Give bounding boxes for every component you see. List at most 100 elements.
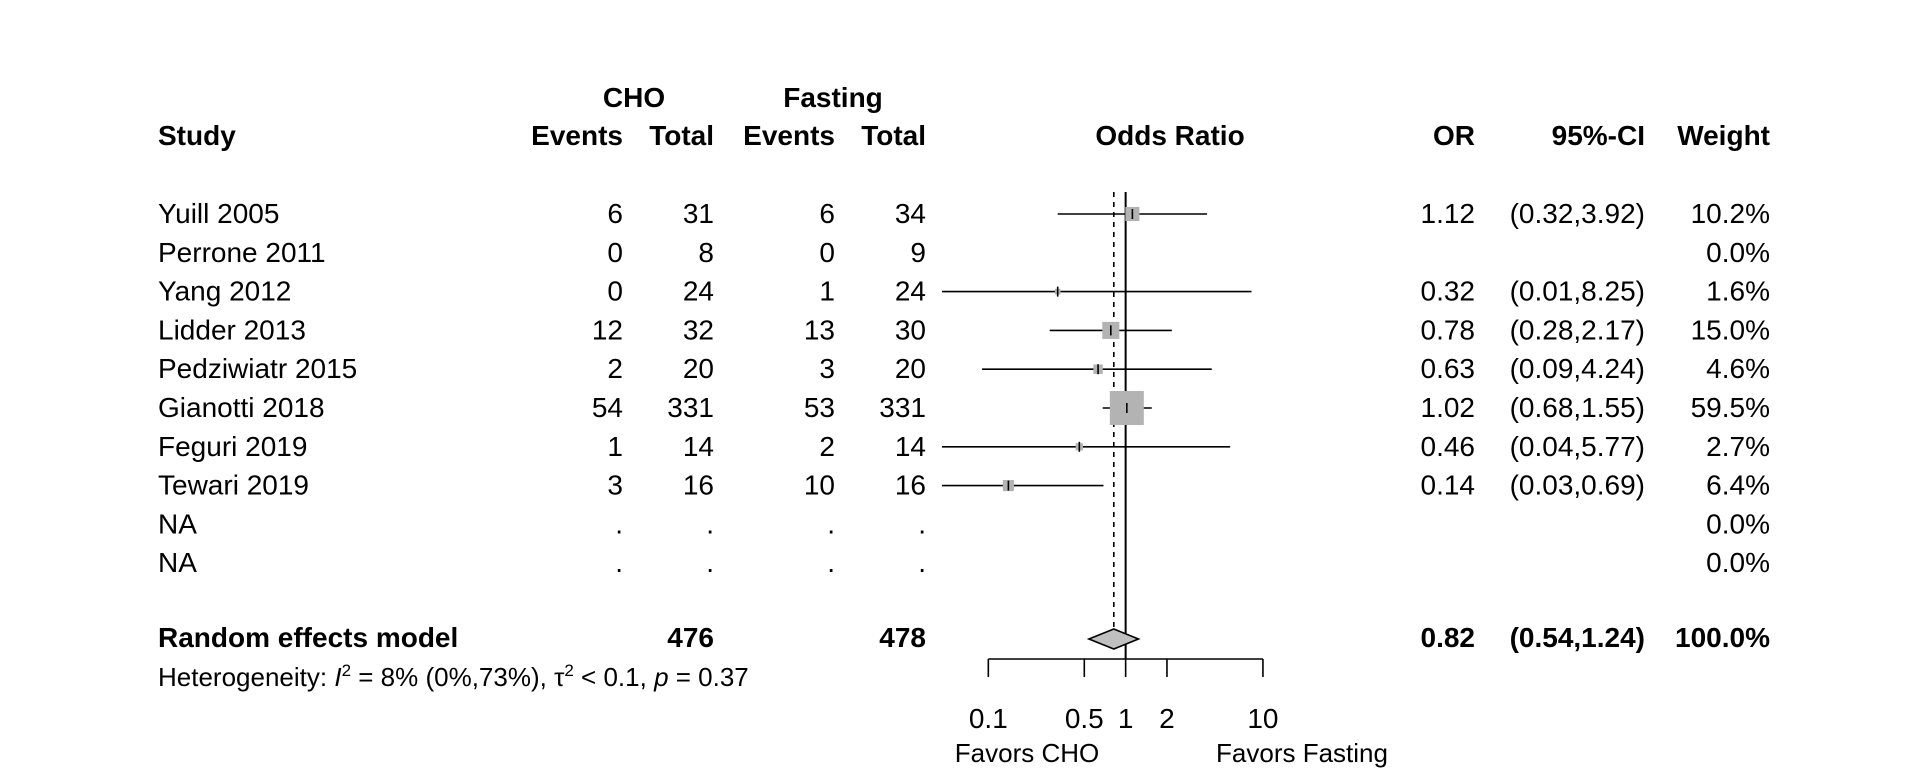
header-group1: CHO [603,82,665,113]
study-study-cell: Gianotti 2018 [158,392,325,423]
study-ci-cell: (0.28,2.17) [1510,314,1645,345]
pooled-diamond [1086,628,1141,650]
study-study-cell: Yuill 2005 [158,198,279,229]
study-study-cell: Feguri 2019 [158,431,307,462]
header-study: Study [158,120,236,151]
study-weight-cell: 59.5% [1691,392,1770,423]
study-e2-cell: 10 [804,470,835,501]
study-study-cell: NA [158,508,197,539]
study-e2-cell: . [827,508,835,539]
study-or-cell: 1.12 [1421,198,1476,229]
header-total-2: Total [861,120,926,151]
study-n2-cell: 331 [879,392,926,423]
study-n1-cell: 20 [683,353,714,384]
study-weight-cell: 10.2% [1691,198,1770,229]
study-n1-cell: 31 [683,198,714,229]
study-weight-cell: 4.6% [1706,353,1770,384]
study-n1-cell: 14 [683,431,714,462]
header-weight: Weight [1677,120,1770,151]
study-n2-cell: 14 [895,431,926,462]
header-events-2: Events [743,120,835,151]
study-ci-cell: (0.68,1.55) [1510,392,1645,423]
study-e2-cell: 0 [819,237,835,268]
heterogeneity-prefix: Heterogeneity: [158,662,334,692]
study-or-cell: 0.78 [1421,314,1476,345]
study-ci-cell: (0.09,4.24) [1510,353,1645,384]
tau-superscript: 2 [564,661,573,680]
x-tick-label: 10 [1247,703,1278,734]
study-or-cell: 0.14 [1421,470,1476,501]
study-e2-cell: 6 [819,198,835,229]
x-tick-label: 0.1 [969,703,1008,734]
x-tick-label: 2 [1159,703,1175,734]
study-rows: Yuill 2005 6 31 6 34 1.12 (0.32,3.92) 10.2%Perr… [158,198,1770,578]
study-weight-cell: 0.0% [1706,547,1770,578]
study-ci-cell: (0.01,8.25) [1510,276,1645,307]
study-e1-cell: 2 [607,353,623,384]
study-n2-cell: 9 [910,237,926,268]
tau-value: < 0.1, [574,662,654,692]
study-n2-cell: 16 [895,470,926,501]
pooled-total-1: 476 [667,622,714,653]
header-events-1: Events [531,120,623,151]
header-ci: 95%-CI [1552,120,1645,151]
pooled-total-2: 478 [879,622,926,653]
study-e1-cell: 3 [607,470,623,501]
study-n2-cell: 34 [895,198,926,229]
study-e2-cell: 53 [804,392,835,423]
study-or-cell: 0.32 [1421,276,1476,307]
header-odds-ratio: Odds Ratio [1095,120,1244,151]
study-n1-cell: 32 [683,314,714,345]
study-n2-cell: 20 [895,353,926,384]
study-study-cell: NA [158,547,197,578]
study-n2-cell: . [918,547,926,578]
x-tick-label: 1 [1118,703,1134,734]
study-weight-cell: 15.0% [1691,314,1770,345]
favors-right-label: Favors Fasting [1216,738,1388,768]
p-value: = 0.37 [669,662,749,692]
study-e2-cell: . [827,547,835,578]
study-study-cell: Tewari 2019 [158,470,309,501]
study-ci-cell: (0.03,0.69) [1510,470,1645,501]
study-study-cell: Lidder 2013 [158,314,306,345]
pooled-label: Random effects model [158,622,458,653]
study-n1-cell: . [706,508,714,539]
header-group2: Fasting [783,82,883,113]
study-e2-cell: 1 [819,276,835,307]
pooled-ci: (0.54,1.24) [1510,622,1645,653]
i2-value: = 8% (0%,73%), [351,662,554,692]
i2-superscript: 2 [342,661,351,680]
study-study-cell: Yang 2012 [158,276,291,307]
study-n2-cell: 24 [895,276,926,307]
study-or-cell: 0.63 [1421,353,1476,384]
study-e1-cell: 6 [607,198,623,229]
study-weight-cell: 0.0% [1706,508,1770,539]
study-or-cell: 0.46 [1421,431,1476,462]
study-e1-cell: . [615,508,623,539]
p-symbol: p [653,662,668,692]
study-weight-cell: 2.7% [1706,431,1770,462]
study-e2-cell: 3 [819,353,835,384]
study-n2-cell: 30 [895,314,926,345]
pooled-or: 0.82 [1421,622,1476,653]
header-or: OR [1433,120,1475,151]
pooled-weight: 100.0% [1675,622,1770,653]
study-n2-cell: . [918,508,926,539]
study-e1-cell: 0 [607,276,623,307]
tau-symbol: τ [554,662,565,692]
study-n1-cell: . [706,547,714,578]
i2-symbol: I [334,662,341,692]
study-weight-cell: 0.0% [1706,237,1770,268]
study-e1-cell: 54 [592,392,623,423]
study-e1-cell: . [615,547,623,578]
study-study-cell: Perrone 2011 [158,237,326,268]
study-n1-cell: 331 [667,392,714,423]
favors-left-label: Favors CHO [955,738,1099,768]
study-e2-cell: 2 [819,431,835,462]
study-weight-cell: 6.4% [1706,470,1770,501]
study-study-cell: Pedziwiatr 2015 [158,353,357,384]
study-n1-cell: 16 [683,470,714,501]
study-ci-cell: (0.32,3.92) [1510,198,1645,229]
study-n1-cell: 24 [683,276,714,307]
